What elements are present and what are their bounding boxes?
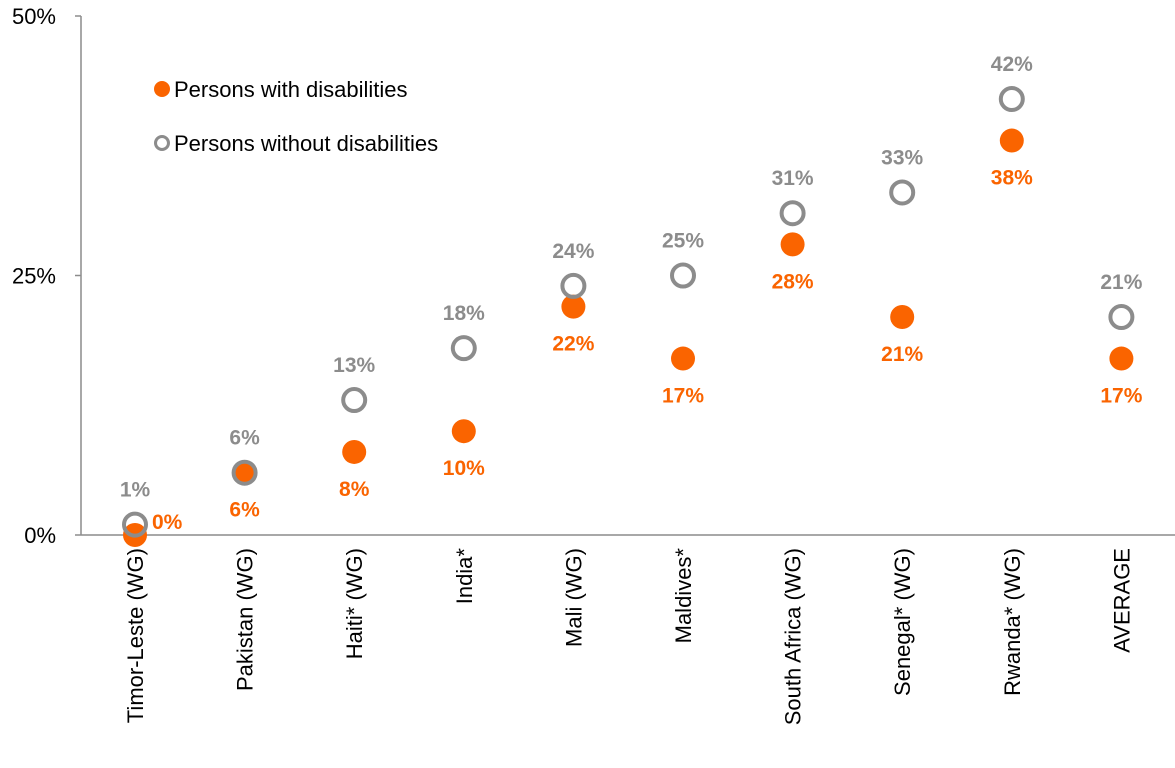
x-tick-label: Senegal* (WG)	[890, 548, 915, 696]
point-with-disabilities	[232, 460, 257, 485]
data-label-without-disabilities: 42%	[991, 53, 1033, 76]
point-without-disabilities	[1108, 304, 1135, 331]
point-with-disabilities	[999, 128, 1024, 153]
y-tick-label: 25%	[12, 264, 56, 289]
x-tick-label: Mali (WG)	[561, 548, 586, 647]
data-label-without-disabilities: 21%	[1100, 271, 1142, 294]
x-tick-label: Timor-Leste (WG)	[123, 548, 148, 723]
data-label-without-disabilities: 13%	[333, 354, 375, 377]
x-tick-label: Haiti* (WG)	[342, 548, 367, 659]
legend-label-with-disabilities: Persons with disabilities	[174, 77, 408, 102]
point-without-disabilities	[341, 387, 368, 414]
point-without-disabilities	[889, 179, 916, 206]
point-without-disabilities	[560, 272, 587, 299]
point-with-disabilities	[671, 346, 695, 371]
data-label-with-disabilities: 10%	[443, 457, 485, 480]
data-label-without-disabilities: 31%	[772, 167, 814, 190]
data-label-with-disabilities: 17%	[662, 385, 704, 408]
data-label-without-disabilities: 24%	[552, 240, 594, 263]
data-label-without-disabilities: 1%	[120, 479, 151, 502]
data-label-with-disabilities: 8%	[339, 478, 370, 501]
point-without-disabilities	[670, 262, 696, 289]
legend-marker-without-disabilities	[154, 135, 170, 151]
point-with-disabilities	[342, 439, 367, 464]
point-with-disabilities	[780, 232, 805, 257]
data-label-with-disabilities: 6%	[229, 499, 260, 522]
x-tick-label: India*	[452, 548, 477, 605]
x-tick-label: South Africa (WG)	[781, 548, 806, 725]
data-label-without-disabilities: 6%	[229, 427, 260, 450]
data-label-with-disabilities: 38%	[991, 167, 1033, 190]
point-with-disabilities	[561, 294, 586, 319]
data-label-with-disabilities: 17%	[1100, 385, 1142, 408]
y-tick-label: 0%	[24, 523, 56, 548]
point-without-disabilities	[998, 86, 1025, 113]
x-tick-label: AVERAGE	[1109, 548, 1134, 653]
data-labels-layer: 1% 6% 13% 18% 24% 25% 31% 33% 42% 21% 0% 6% 8% 10% 22%…	[120, 53, 1143, 534]
x-tick-label: Pakistan (WG)	[233, 548, 258, 691]
legend: Persons with disabilities Persons without…	[154, 77, 438, 156]
legend-label-without-disabilities: Persons without disabilities	[174, 131, 438, 156]
point-with-disabilities	[1109, 346, 1134, 371]
data-label-with-disabilities: 22%	[552, 333, 594, 356]
data-label-without-disabilities: 33%	[881, 146, 923, 169]
marks-layer	[122, 86, 1135, 547]
legend-marker-with-disabilities	[154, 81, 170, 97]
point-with-disabilities	[890, 305, 915, 330]
point-without-disabilities	[450, 335, 477, 362]
x-tick-label: Rwanda* (WG)	[1000, 548, 1025, 696]
point-without-disabilities	[231, 459, 258, 486]
point-without-disabilities	[122, 511, 148, 538]
data-label-with-disabilities: 0%	[152, 511, 183, 534]
data-label-without-disabilities: 18%	[443, 302, 485, 325]
x-tick-label: Maldives*	[671, 548, 696, 644]
data-label-with-disabilities: 28%	[772, 270, 814, 293]
point-with-disabilities	[451, 419, 476, 444]
axis-layer: 0% 25% 50% Timor-Leste (WG) Pakistan (WG) Hai…	[12, 4, 1175, 725]
data-label-without-disabilities: 25%	[662, 230, 704, 253]
data-label-with-disabilities: 21%	[881, 343, 923, 366]
y-tick-label: 50%	[12, 4, 56, 29]
point-without-disabilities	[779, 200, 806, 227]
